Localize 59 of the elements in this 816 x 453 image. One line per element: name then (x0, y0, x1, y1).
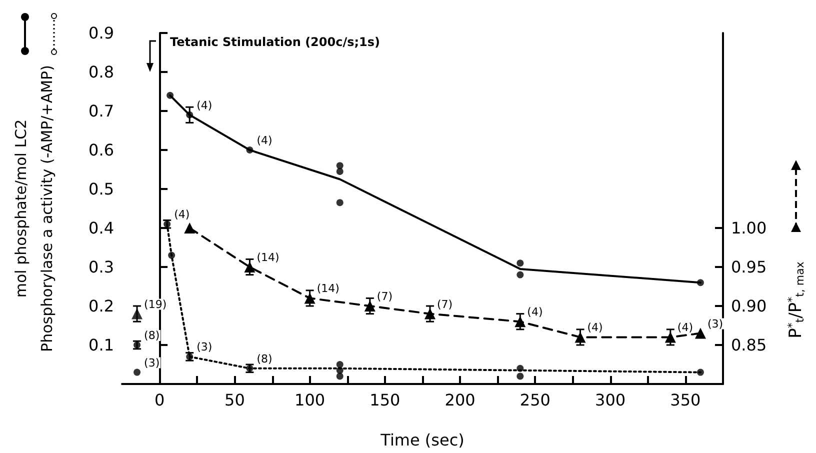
point (694, 328, 706, 339)
y-tick-label: 0.8 (88, 62, 114, 82)
point (516, 271, 524, 278)
point (336, 168, 344, 175)
y2-tick-label: 1.00 (731, 218, 767, 238)
y-tick-label: 0.9 (88, 24, 114, 42)
point (184, 222, 196, 234)
annotation: (4) (587, 321, 603, 334)
point (516, 260, 524, 267)
point (336, 372, 344, 380)
annotation: (19) (144, 298, 167, 311)
point (696, 279, 704, 286)
annotation: (3) (196, 340, 212, 354)
y2-axis-title: P*t/P*t, max (786, 261, 806, 338)
annotation: (14) (316, 282, 340, 296)
y-tick-label: 0.4 (88, 218, 114, 238)
annotation: (4) (196, 98, 212, 112)
x-tick-label: 100 (294, 390, 326, 410)
point (246, 146, 254, 154)
y-tick-label: 0.3 (88, 258, 114, 276)
annotation: (4) (527, 306, 543, 319)
annotation: (8) (256, 352, 272, 366)
annotation: (4) (677, 321, 694, 334)
annotation: (7) (437, 298, 453, 311)
point (336, 162, 344, 170)
x-axis-title: Time (sec) (380, 430, 464, 450)
y-tick-label: 0.1 (88, 336, 114, 354)
x-tick-label: 200 (444, 390, 476, 410)
point (336, 366, 344, 374)
point (336, 199, 344, 206)
annotation: (4) (256, 134, 272, 147)
y2-tick-label: 0.95 (731, 258, 767, 276)
annotation: (4) (174, 208, 190, 222)
x-tick-label: 300 (595, 390, 626, 410)
point (696, 368, 704, 376)
x-tick-label: 50 (224, 390, 245, 410)
y-tick-label: 0.5 (88, 180, 114, 198)
y2-tick-label: 0.85 (731, 336, 767, 354)
y-tick-label: 0.7 (88, 102, 114, 120)
annotation: (14) (256, 251, 280, 264)
y-axis-title: mol phosphate/mol LC2 Phosphorylase a activity (-AMP/+AMP) (12, 65, 56, 352)
x-tick-label: 350 (670, 390, 701, 410)
annotation: Tetanic Stimulation (200c/s;1s) (170, 35, 380, 49)
annotation: (7) (376, 290, 393, 303)
annotation: (8) (144, 329, 160, 342)
y-tick-label: 0.2 (88, 296, 114, 316)
y2-tick-label: 0.90 (731, 296, 767, 316)
point (516, 372, 524, 380)
point (516, 364, 524, 372)
x-tick-label: 250 (520, 390, 550, 410)
y-tick-label: 0.6 (88, 140, 114, 160)
annotation: (3) (144, 356, 160, 370)
point (168, 252, 176, 259)
point (134, 368, 141, 376)
annotation: (3) (707, 317, 724, 330)
point (336, 361, 344, 368)
x-tick-label: 0 (154, 390, 165, 410)
x-tick-label: 150 (370, 390, 400, 410)
point (166, 92, 174, 99)
